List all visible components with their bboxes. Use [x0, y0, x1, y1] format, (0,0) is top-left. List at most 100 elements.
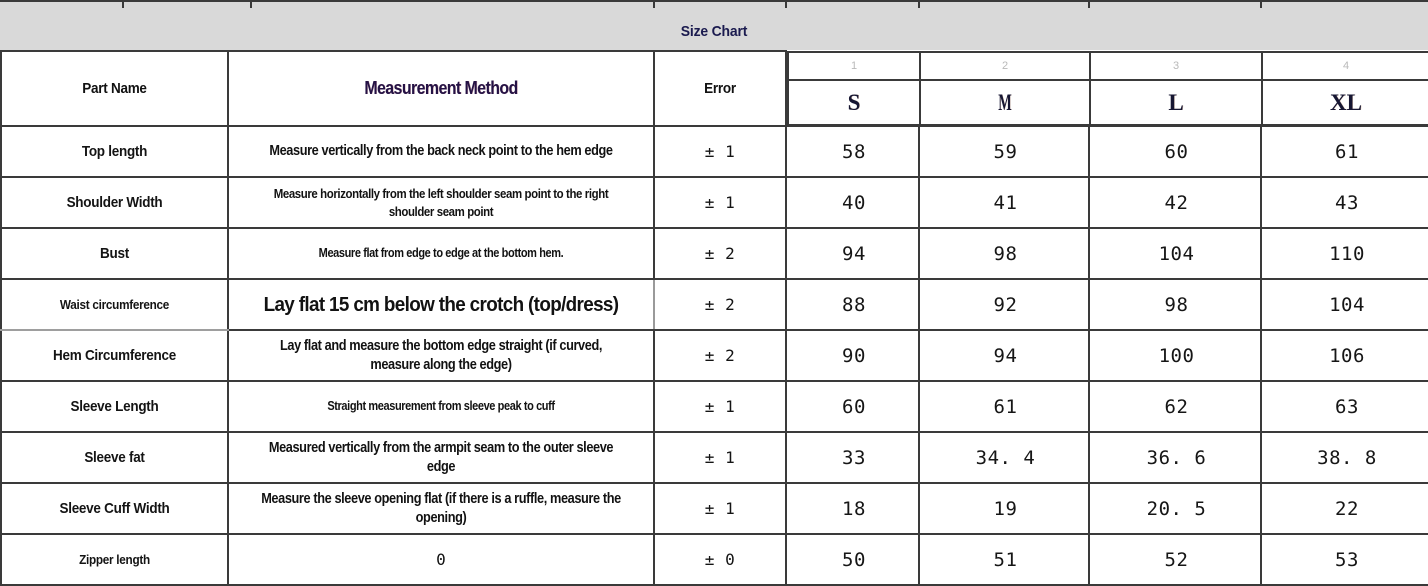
column-divider-tick [250, 2, 252, 8]
cell-part-name: Top length [0, 125, 229, 178]
size-value-s: 58 [842, 140, 866, 163]
method-label: Lay flat 15 cm below the crotch (top/dre… [263, 292, 619, 316]
cell-error: ± 1 [653, 431, 787, 484]
cell-size-xl: 104 [1260, 278, 1428, 331]
size-index-3: 3 [1089, 51, 1261, 81]
size-value-xl: 63 [1335, 395, 1359, 418]
cell-size-s: 90 [785, 329, 920, 382]
column-divider-tick [653, 2, 655, 8]
cell-size-s: 60 [785, 380, 920, 433]
size-index-2: 2 [919, 51, 1089, 81]
method-label: Measure vertically from the back neck po… [269, 143, 613, 159]
cell-part-name: Zipper length [0, 533, 229, 586]
size-value-xl: 43 [1335, 191, 1359, 214]
size-value-l: 20. 5 [1146, 497, 1207, 520]
column-divider-tick [785, 2, 787, 8]
cell-method: Measure horizontally from the left shoul… [227, 176, 655, 229]
cell-part-name: Sleeve Length [0, 380, 229, 433]
method-label: 0 [436, 550, 446, 569]
cell-size-s: 33 [785, 431, 920, 484]
cell-size-xl: 106 [1260, 329, 1428, 382]
method-label: Measure the sleeve opening flat (if ther… [261, 490, 621, 526]
column-divider-tick [918, 2, 920, 8]
cell-size-xl: 43 [1260, 176, 1428, 229]
cell-method-active[interactable]: Lay flat 15 cm below the crotch (top/dre… [227, 278, 655, 331]
method-label: Straight measurement from sleeve peak to… [327, 399, 555, 413]
table-row: Sleeve Cuff Width Measure the sleeve ope… [0, 482, 1428, 535]
size-label-s-text: S [847, 89, 861, 115]
error-value: ± 0 [704, 550, 736, 569]
column-header-error: Error [653, 50, 787, 127]
cell-size-xl: 38. 8 [1260, 431, 1428, 484]
cell-size-xl: 110 [1260, 227, 1428, 280]
size-value-xl: 110 [1329, 242, 1365, 265]
size-value-l: 60 [1164, 140, 1189, 163]
table-row: Waist circumference Lay flat 15 cm below… [0, 278, 1428, 331]
table-row: Shoulder Width Measure horizontally from… [0, 176, 1428, 229]
cell-part-name: Hem Circumference [0, 329, 229, 382]
cell-method: Measure vertically from the back neck po… [227, 125, 655, 178]
error-value: ± 2 [704, 346, 736, 365]
column-header-error-label: Error [704, 80, 736, 97]
cell-method: Lay flat and measure the bottom edge str… [227, 329, 655, 382]
part-name-label: Sleeve Cuff Width [59, 500, 170, 517]
error-value: ± 1 [704, 193, 736, 212]
cell-size-s: 40 [785, 176, 920, 229]
cell-size-m: 19 [918, 482, 1090, 535]
size-value-m: 34. 4 [975, 446, 1036, 469]
cell-error: ± 1 [653, 176, 787, 229]
cell-size-m: 51 [918, 533, 1090, 586]
size-value-s: 90 [842, 344, 866, 367]
size-value-s: 94 [842, 242, 866, 265]
cell-size-m: 94 [918, 329, 1090, 382]
size-value-l: 52 [1164, 548, 1189, 571]
size-value-s: 33 [842, 446, 866, 469]
cell-error: ± 1 [653, 380, 787, 433]
cell-size-l: 20. 5 [1088, 482, 1262, 535]
cell-size-l: 42 [1088, 176, 1262, 229]
size-chart-table: Part Name Measurement Method Error 1 S [0, 50, 1428, 586]
table-row: Hem Circumference Lay flat and measure t… [0, 329, 1428, 382]
size-value-m: 41 [993, 191, 1018, 214]
error-value: ± 1 [704, 448, 736, 467]
size-value-l: 36. 6 [1146, 446, 1207, 469]
cell-error: ± 1 [653, 125, 787, 178]
size-index-4-label: 4 [1342, 60, 1350, 72]
cell-method: Measure the sleeve opening flat (if ther… [227, 482, 655, 535]
cell-method: 0 [227, 533, 655, 586]
part-name-label: Sleeve fat [84, 449, 145, 466]
part-name-label: Zipper length [79, 552, 150, 567]
size-label-xl: XL [1261, 79, 1428, 126]
part-name-label: Shoulder Width [66, 194, 163, 211]
cell-part-name: Waist circumference [0, 278, 229, 331]
size-value-l: 42 [1164, 191, 1189, 214]
cell-method: Straight measurement from sleeve peak to… [227, 380, 655, 433]
size-index-1-label: 1 [850, 60, 858, 72]
size-value-s: 50 [842, 548, 866, 571]
error-value: ± 1 [704, 397, 736, 416]
column-header-measurement-method: Measurement Method [227, 50, 655, 127]
table-row: Sleeve fat Measured vertically from the … [0, 431, 1428, 484]
spreadsheet-top-row-sliver [0, 0, 1428, 14]
size-index-cell-2: 2 M [919, 51, 1089, 126]
cell-size-s: 18 [785, 482, 920, 535]
part-name-label: Top length [81, 143, 148, 160]
cell-error: ± 1 [653, 482, 787, 535]
size-value-s: 60 [842, 395, 866, 418]
cell-size-m: 34. 4 [918, 431, 1090, 484]
cell-size-l: 36. 6 [1088, 431, 1262, 484]
cell-size-xl: 53 [1260, 533, 1428, 586]
size-label-xl-text: XL [1330, 89, 1362, 115]
cell-part-name: Bust [0, 227, 229, 280]
column-divider-tick [1260, 2, 1262, 8]
size-value-l: 62 [1164, 395, 1189, 418]
error-value: ± 1 [704, 499, 736, 518]
title-band: Size Chart [0, 14, 1428, 50]
cell-size-xl: 63 [1260, 380, 1428, 433]
cell-size-s: 88 [785, 278, 920, 331]
size-label-l-text: L [1168, 89, 1184, 115]
size-label-m: M [919, 79, 1089, 126]
size-value-l: 98 [1164, 293, 1189, 316]
size-value-m: 19 [993, 497, 1018, 520]
cell-size-l: 62 [1088, 380, 1262, 433]
